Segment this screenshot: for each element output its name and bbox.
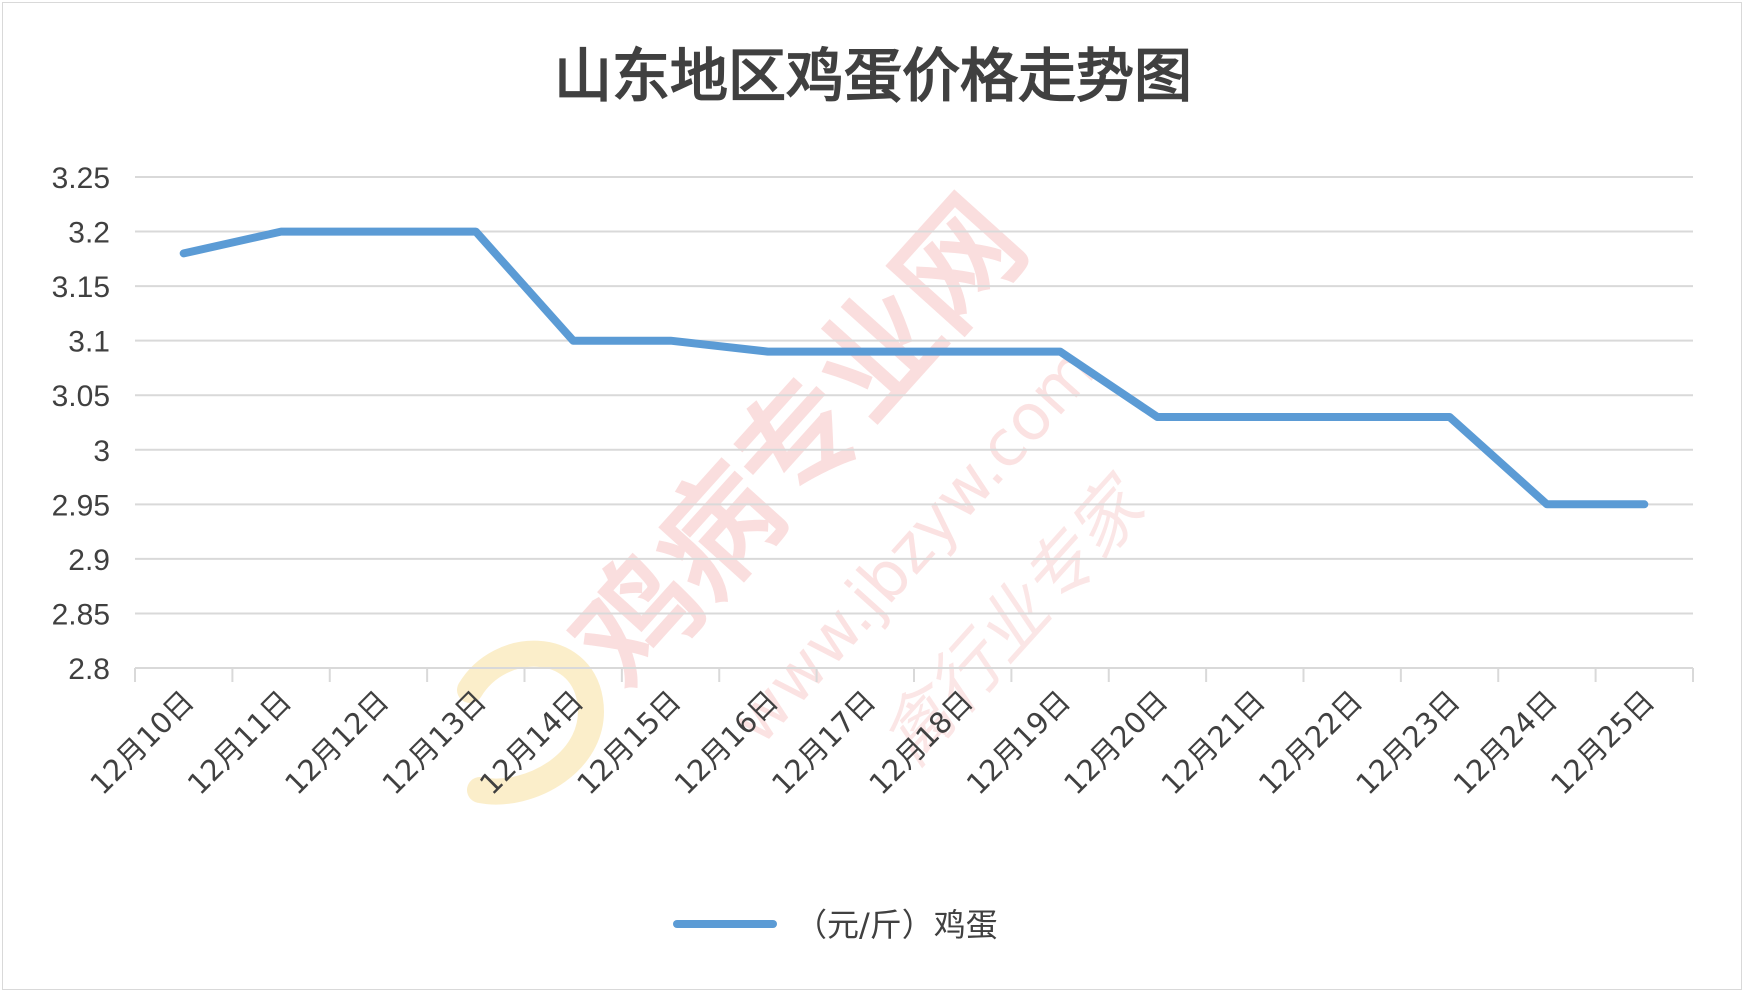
watermark-logo bbox=[457, 640, 604, 805]
y-axis-labels: 2.8 2.85 2.9 2.95 3 3.05 3.1 3.15 3.2 3.25 bbox=[52, 162, 110, 686]
x-axis-labels: 12月10日12月11日12月12日12月13日12月14日12月15日12月1… bbox=[83, 684, 1661, 801]
data-point bbox=[374, 228, 382, 236]
data-point bbox=[1348, 413, 1356, 421]
x-tick-label: 12月21日 bbox=[1155, 684, 1272, 801]
x-tick-label: 12月20日 bbox=[1057, 684, 1174, 801]
data-point bbox=[1153, 413, 1161, 421]
x-tick-label: 12月10日 bbox=[83, 684, 200, 801]
x-tick-label: 12月12日 bbox=[278, 684, 395, 801]
y-tick-label: 2.9 bbox=[68, 544, 110, 577]
x-axis bbox=[134, 667, 1694, 682]
y-tick-label: 2.8 bbox=[68, 653, 110, 686]
data-point bbox=[1446, 413, 1454, 421]
data-point bbox=[667, 337, 675, 345]
y-tick-label: 2.85 bbox=[52, 598, 110, 631]
data-point bbox=[1640, 500, 1648, 508]
data-point bbox=[1056, 348, 1064, 356]
data-point bbox=[959, 348, 967, 356]
data-point bbox=[1543, 500, 1551, 508]
data-point bbox=[569, 337, 577, 345]
data-point bbox=[472, 228, 480, 236]
chart-title: 山东地区鸡蛋价格走势图 bbox=[554, 42, 1192, 110]
x-tick-label: 12月11日 bbox=[181, 684, 298, 801]
y-tick-label: 2.95 bbox=[52, 489, 110, 522]
data-point bbox=[277, 228, 285, 236]
y-tick-label: 3.2 bbox=[68, 217, 110, 250]
y-tick-label: 3.05 bbox=[52, 380, 110, 413]
series-layer bbox=[179, 227, 1649, 509]
y-tick-label: 3.15 bbox=[52, 271, 110, 304]
x-tick-label: 12月24日 bbox=[1447, 684, 1564, 801]
y-tick-label: 3.1 bbox=[68, 326, 110, 359]
data-point bbox=[764, 348, 772, 356]
gridlines bbox=[135, 176, 1693, 615]
series-line bbox=[179, 227, 1649, 509]
x-tick-label: 12月22日 bbox=[1252, 684, 1369, 801]
y-tick-label: 3.25 bbox=[52, 162, 110, 195]
legend[interactable]: （元/斤）鸡蛋 bbox=[673, 906, 998, 944]
x-tick-label: 12月23日 bbox=[1349, 684, 1466, 801]
legend-label: （元/斤）鸡蛋 bbox=[795, 906, 998, 944]
data-point bbox=[1251, 413, 1259, 421]
x-tick-label: 12月25日 bbox=[1544, 684, 1661, 801]
y-tick-label: 3 bbox=[93, 435, 110, 468]
data-point bbox=[861, 348, 869, 356]
data-point bbox=[180, 249, 188, 257]
